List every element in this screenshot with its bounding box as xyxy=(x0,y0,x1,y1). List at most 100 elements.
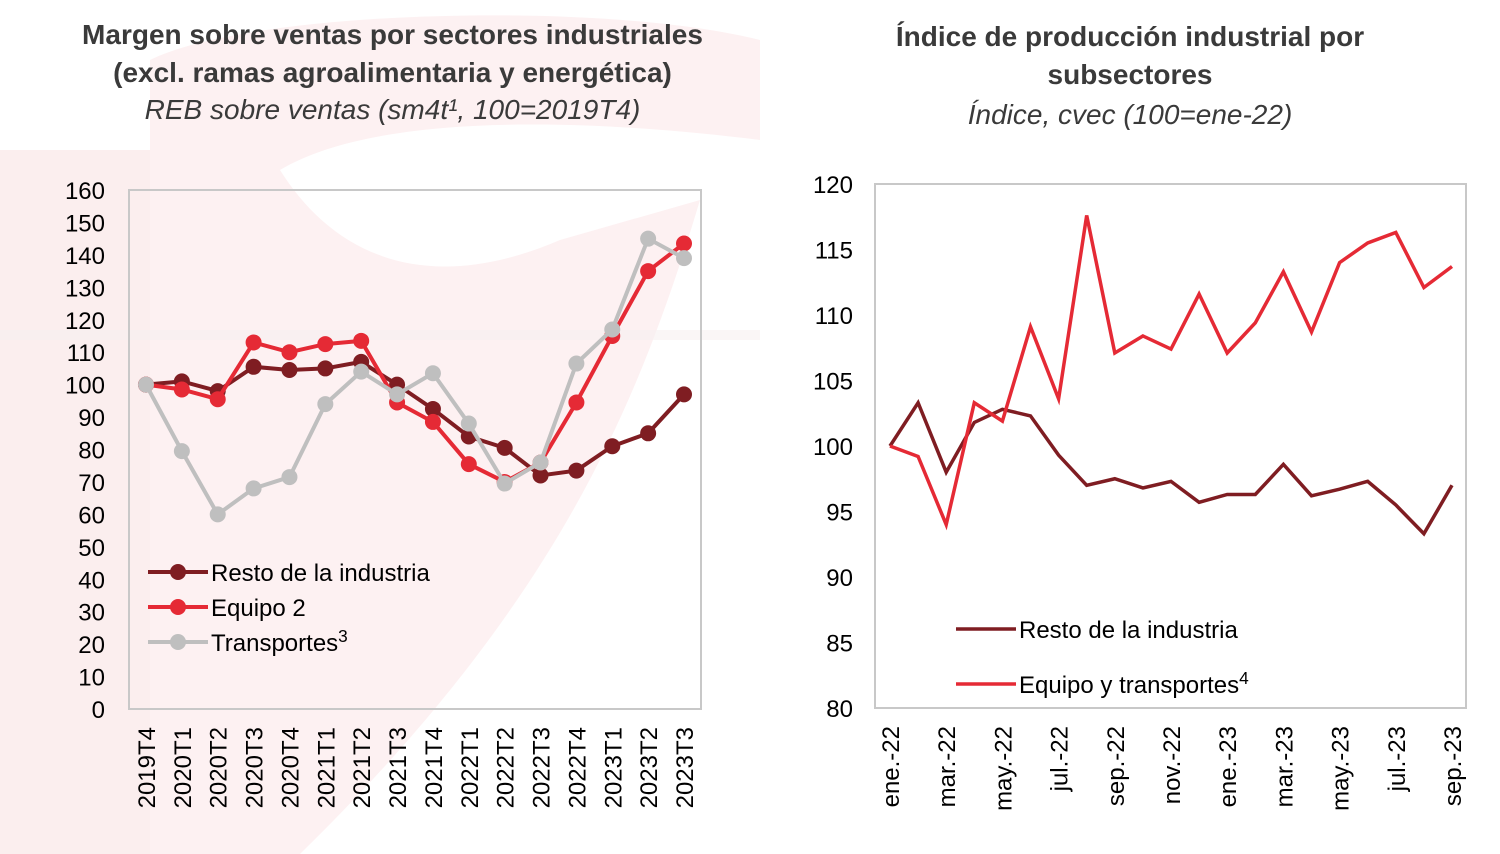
left-title-line1: Margen sobre ventas por sectores industr… xyxy=(82,19,703,50)
data-point xyxy=(604,321,621,338)
plot-area-frame xyxy=(874,183,1467,709)
legend-item: Equipo 2 xyxy=(148,595,306,622)
x-tick-label: may.-22 xyxy=(990,726,1017,811)
x-tick-label: 2022T1 xyxy=(457,727,484,808)
data-point xyxy=(245,358,262,375)
x-tick-label: mar.-23 xyxy=(1271,726,1298,807)
y-tick-label: 20 xyxy=(78,632,105,659)
data-point xyxy=(676,235,692,252)
data-point xyxy=(389,386,406,403)
x-tick-label: 2020T1 xyxy=(170,727,197,808)
series-line-equipo xyxy=(145,241,686,485)
x-tick-label: 2022T2 xyxy=(493,727,520,808)
data-point xyxy=(317,336,334,353)
y-tick-label: 0 xyxy=(92,697,105,724)
legend-label: Resto de la industria xyxy=(1019,617,1238,644)
data-point xyxy=(209,391,226,408)
x-tick-label: sep.-23 xyxy=(1440,726,1467,806)
y-tick-label: 80 xyxy=(826,696,853,723)
data-point xyxy=(353,332,370,349)
y-tick-label: 90 xyxy=(78,405,105,432)
x-tick-label: 2023T2 xyxy=(636,727,663,808)
legend-marker-icon xyxy=(170,564,186,580)
series-resto xyxy=(888,399,1454,537)
series-line-resto xyxy=(888,399,1454,537)
right-chart-subtitle: Índice, cvec (100=ene-22) xyxy=(967,99,1293,130)
x-tick-label: 2020T4 xyxy=(277,727,304,808)
y-tick-label: 130 xyxy=(65,275,105,302)
series-resto xyxy=(138,353,692,484)
x-tick-label: nov.-22 xyxy=(1159,726,1186,804)
legend-label: Equipo 2 xyxy=(211,595,306,622)
y-tick-label: 110 xyxy=(67,340,105,367)
legend-marker-icon xyxy=(170,599,186,615)
left-chart-title: Margen sobre ventas por sectores industr… xyxy=(0,16,785,92)
x-tick-label: jul.-22 xyxy=(1047,726,1074,792)
y-tick-label: 100 xyxy=(813,434,853,461)
background-logo-decoration xyxy=(0,15,760,854)
data-point xyxy=(317,396,334,413)
data-point xyxy=(496,475,513,492)
left-line-chart: 0 10 20 30 40 50 60 70 80 90 100 110 120 130 140 150 160… xyxy=(65,178,702,808)
data-point xyxy=(532,467,549,484)
data-point xyxy=(496,439,513,456)
legend-label: Equipo y transportes4 xyxy=(1019,668,1249,699)
series-line-equipo xyxy=(889,215,1454,531)
legend-item: Equipo y transportes4 xyxy=(956,668,1249,699)
x-tick-label: 2023T3 xyxy=(672,727,699,808)
left-chart-subtitle: REB sobre ventas (sm4t¹, 100=2019T4) xyxy=(144,94,641,125)
y-tick-label: 160 xyxy=(65,178,105,205)
legend-label: Transportes3 xyxy=(211,626,348,657)
legend-marker-icon xyxy=(170,634,186,650)
data-point xyxy=(640,425,657,442)
data-point xyxy=(317,360,334,377)
series-line-transportes xyxy=(144,235,685,518)
series-line-resto xyxy=(145,359,686,478)
x-tick-label: sep.-22 xyxy=(1103,726,1130,806)
x-tick-label: 2021T1 xyxy=(313,727,340,808)
data-point xyxy=(245,334,262,351)
data-point xyxy=(532,454,549,471)
data-point xyxy=(281,344,298,361)
data-point xyxy=(460,415,477,432)
right-title-line1: Índice de producción industrial por xyxy=(895,21,1365,52)
y-tick-label: 140 xyxy=(65,243,105,270)
series-transportes xyxy=(138,230,692,523)
y-tick-label: 120 xyxy=(813,172,853,199)
data-point xyxy=(173,443,190,460)
data-point xyxy=(209,506,226,523)
series-equipo xyxy=(889,215,1454,531)
y-tick-label: 115 xyxy=(815,238,853,265)
x-tick-label: ene.-22 xyxy=(878,726,905,807)
x-tick-label: 2021T4 xyxy=(421,727,448,808)
y-tick-label: 95 xyxy=(826,500,853,527)
legend-item: Resto de la industria xyxy=(148,560,430,587)
data-point xyxy=(568,355,585,372)
data-point xyxy=(640,230,657,247)
y-tick-label: 105 xyxy=(813,369,853,396)
data-point xyxy=(424,365,441,382)
right-chart-title: Índice de producción industrial por subs… xyxy=(760,18,1500,94)
data-point xyxy=(568,462,585,479)
legend-label: Resto de la industria xyxy=(211,560,430,587)
x-tick-label: 2022T4 xyxy=(564,727,591,808)
data-point xyxy=(676,250,692,267)
legend-item: Resto de la industria xyxy=(956,617,1238,644)
data-point xyxy=(138,376,154,393)
y-tick-label: 100 xyxy=(65,373,105,400)
data-point xyxy=(424,413,441,430)
x-tick-label: 2020T3 xyxy=(242,727,269,808)
y-tick-label: 40 xyxy=(78,567,105,594)
x-tick-label: 2020T2 xyxy=(206,727,233,808)
x-tick-label: 2019T4 xyxy=(134,727,161,808)
data-point xyxy=(281,469,298,486)
plot-area-frame xyxy=(128,189,702,710)
x-tick-label: 2022T3 xyxy=(529,727,556,808)
data-point xyxy=(245,480,262,497)
data-point xyxy=(676,386,692,403)
x-tick-label: 2023T1 xyxy=(600,727,627,808)
y-tick-label: 85 xyxy=(826,631,853,658)
data-point xyxy=(173,381,190,398)
data-point xyxy=(604,438,621,455)
left-title-line2: (excl. ramas agroalimentaria y energétic… xyxy=(113,57,672,88)
